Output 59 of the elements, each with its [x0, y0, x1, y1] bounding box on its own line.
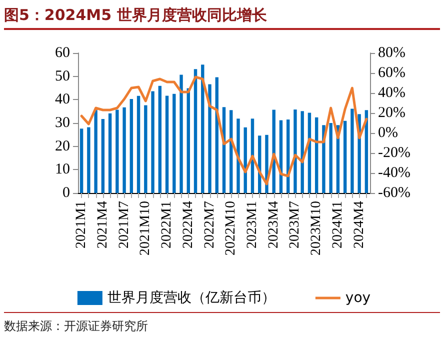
y2-tick-label: 80% — [378, 45, 406, 61]
y-tick-label: 30 — [55, 115, 70, 131]
bar — [151, 91, 154, 193]
bar — [116, 110, 119, 193]
x-tick-label: 2022M1 — [160, 201, 175, 248]
x-tick-label: 2022M7 — [202, 201, 218, 248]
chart-title: 图5：2024M5 世界月度营收同比增长 — [4, 2, 440, 30]
x-tick-label: 2021M4 — [95, 201, 110, 248]
x-tick-label: 2023M7 — [288, 201, 303, 248]
y2-tick-label: 20% — [378, 105, 406, 121]
y-tick-label: 10 — [55, 162, 70, 178]
bar — [94, 110, 98, 193]
y2-tick-label: 40% — [378, 85, 406, 101]
x-tick-label: 2021M7 — [116, 201, 132, 248]
x-tick-label: 2023M1 — [244, 201, 260, 248]
bar — [130, 98, 134, 193]
x-tick-label: 2024M1 — [330, 201, 346, 248]
bar — [208, 84, 212, 193]
bar — [108, 113, 112, 193]
y-tick-label: 50 — [55, 68, 70, 84]
bar — [180, 74, 183, 193]
bar — [329, 123, 332, 193]
y2-tick-label: -60% — [378, 185, 410, 201]
y2-tick-label: -20% — [378, 145, 410, 161]
y-tick-label: 40 — [55, 92, 70, 108]
bar — [87, 127, 90, 193]
x-tick-label: 2021M1 — [74, 201, 90, 248]
bar — [136, 96, 140, 193]
y-tick-label: 60 — [55, 45, 70, 61]
legend-label: 世界月度营收（亿新台币） — [107, 290, 276, 306]
legend-label: yoy — [345, 290, 371, 306]
bar — [350, 108, 354, 193]
bar — [300, 111, 304, 193]
x-tick-label: 2022M10 — [224, 201, 239, 256]
bar — [314, 117, 318, 193]
source-note: 数据来源：开源证券研究所 — [4, 312, 440, 335]
bar — [165, 96, 169, 193]
bar — [194, 69, 198, 193]
x-tick-label: 2024M4 — [352, 201, 367, 248]
bar — [236, 118, 240, 193]
x-tick-label: 2021M10 — [138, 201, 154, 256]
bar — [172, 94, 176, 193]
bar — [343, 120, 347, 193]
bar — [101, 119, 105, 193]
bar — [186, 88, 190, 193]
bar — [80, 128, 84, 193]
bar — [122, 107, 126, 193]
bar — [158, 86, 162, 193]
y2-tick-label: 0% — [378, 125, 398, 141]
x-tick-label: 2022M4 — [180, 201, 196, 248]
x-tick-label: 2023M4 — [266, 201, 282, 248]
bar — [294, 109, 297, 193]
line-series — [80, 76, 368, 186]
y-tick-label: 20 — [55, 138, 70, 154]
y-tick-label: 0 — [62, 185, 70, 201]
y2-tick-label: -40% — [378, 165, 410, 181]
bar — [144, 105, 148, 193]
x-tick-label: 2023M10 — [309, 201, 324, 256]
y2-tick-label: 60% — [378, 65, 406, 81]
